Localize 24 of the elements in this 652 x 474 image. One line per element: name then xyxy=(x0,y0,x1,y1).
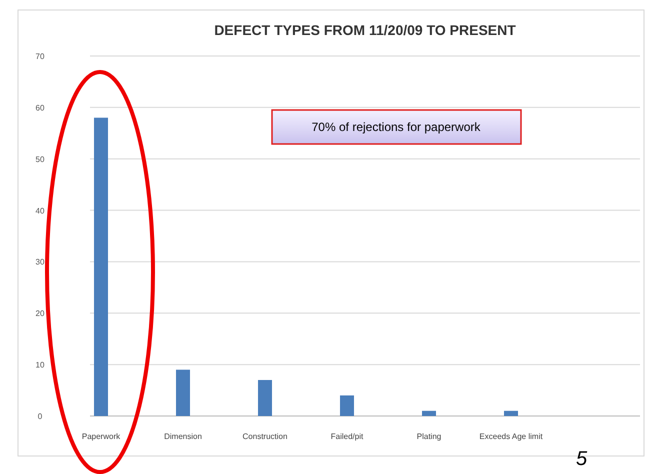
bar xyxy=(258,380,272,416)
bar xyxy=(94,118,108,416)
y-tick-label: 50 xyxy=(36,154,45,164)
y-tick-label: 0 xyxy=(38,412,43,421)
x-tick-label: Exceeds Age limit xyxy=(479,432,544,441)
y-tick-label: 60 xyxy=(36,103,45,112)
text-box: 70% of rejections for paperwork xyxy=(271,109,522,145)
y-tick-label: 20 xyxy=(36,309,45,318)
x-tick-label: Dimension xyxy=(164,432,202,441)
x-tick-label: Failed/pit xyxy=(330,432,364,441)
bar xyxy=(340,395,354,416)
bar xyxy=(504,410,518,416)
y-tick-label: 70 xyxy=(36,52,45,61)
x-tick-label: Plating xyxy=(416,432,442,441)
bar xyxy=(422,410,436,416)
x-tick-label: Construction xyxy=(242,432,288,441)
bar xyxy=(176,370,190,416)
y-tick-label: 40 xyxy=(36,206,45,216)
y-tick-label: 10 xyxy=(36,360,45,370)
annotation: 70% of rejections for paperwork xyxy=(312,120,482,134)
text: 5 xyxy=(576,448,588,470)
x-tick-label: Paperwork xyxy=(82,432,122,441)
chart-title: DEFECT TYPES FROM 11/20/09 TO PRESENT xyxy=(214,22,516,38)
y-tick-label: 30 xyxy=(36,258,45,267)
